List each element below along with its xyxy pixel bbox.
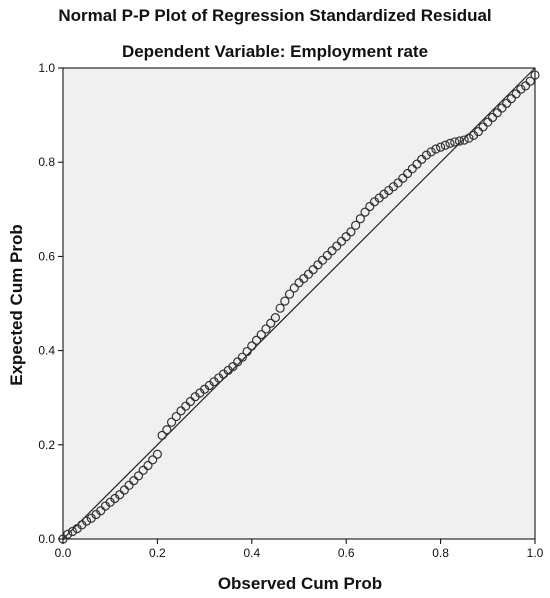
data-point <box>261 324 271 334</box>
data-point <box>520 81 531 91</box>
y-tick-label: 0.2 <box>38 438 55 452</box>
data-point <box>166 417 177 427</box>
data-point <box>318 255 328 265</box>
y-tick-label: 0.8 <box>38 155 55 169</box>
data-point <box>143 460 153 471</box>
data-point <box>436 142 446 152</box>
y-axis: 0.0 0.2 0.4 0.6 0.8 1.0 <box>38 61 63 546</box>
data-point <box>96 506 106 516</box>
data-point <box>502 98 512 108</box>
data-point <box>365 201 375 212</box>
data-point <box>129 475 139 486</box>
data-point <box>487 112 498 123</box>
data-point <box>275 303 285 313</box>
data-point <box>341 232 351 242</box>
data-point <box>506 94 516 104</box>
data-point <box>426 147 436 157</box>
data-point <box>176 406 186 416</box>
data-point <box>181 401 191 411</box>
data-point <box>445 138 455 148</box>
data-point <box>284 289 295 299</box>
x-axis: 0.0 0.2 0.4 0.6 0.8 1.0 <box>55 539 544 560</box>
data-point <box>398 173 408 183</box>
data-point <box>440 140 450 150</box>
x-tick-label: 0.6 <box>338 546 355 560</box>
data-point <box>289 283 299 293</box>
data-point <box>251 335 262 345</box>
y-axis-label: Expected Cum Prob <box>7 224 26 386</box>
x-tick-label: 0.0 <box>55 546 72 560</box>
data-point <box>355 214 365 224</box>
data-point <box>242 346 252 357</box>
data-point <box>171 411 181 422</box>
y-tick-label: 0.4 <box>38 344 55 358</box>
data-point <box>525 76 535 86</box>
data-point <box>464 133 474 143</box>
data-point <box>266 318 276 328</box>
data-point <box>322 250 332 261</box>
data-point <box>228 362 238 372</box>
data-point <box>247 341 257 351</box>
data-point <box>157 430 167 440</box>
data-point <box>270 313 280 323</box>
data-point <box>402 168 413 179</box>
data-point <box>63 529 73 539</box>
data-point <box>450 137 460 147</box>
data-point <box>459 135 469 145</box>
data-point <box>516 84 526 94</box>
x-tick-label: 0.4 <box>243 546 260 560</box>
data-point <box>303 269 314 279</box>
data-point <box>237 352 247 362</box>
y-tick-label: 0.0 <box>38 532 55 546</box>
data-point <box>308 264 318 275</box>
data-point <box>115 490 125 500</box>
data-point <box>162 425 172 435</box>
data-point <box>256 329 266 340</box>
data-point <box>185 396 196 407</box>
data-point <box>233 357 243 367</box>
data-point <box>280 296 290 306</box>
data-point <box>148 455 158 465</box>
data-point <box>412 159 422 169</box>
data-point <box>81 516 92 526</box>
data-point <box>454 136 465 146</box>
data-points <box>58 70 540 544</box>
x-tick-label: 0.2 <box>149 546 166 560</box>
data-point <box>124 480 134 490</box>
x-tick-label: 0.8 <box>432 546 449 560</box>
x-tick-label: 1.0 <box>527 546 544 560</box>
data-point <box>138 465 148 475</box>
data-point <box>119 485 129 495</box>
reference-line <box>62 67 536 540</box>
chart-subtitle: Dependent Variable: Employment rate <box>121 42 429 61</box>
y-tick-label: 0.6 <box>38 249 55 263</box>
data-point <box>360 207 370 217</box>
data-point <box>478 122 488 132</box>
data-point <box>346 227 356 237</box>
data-point <box>407 164 417 174</box>
data-point <box>351 220 361 230</box>
data-point <box>67 526 78 537</box>
x-axis-label: Observed Cum Prob <box>217 574 383 593</box>
data-point <box>483 117 493 127</box>
data-point <box>332 241 342 251</box>
data-point <box>431 144 441 154</box>
y-tick-label: 1.0 <box>38 61 55 75</box>
data-point <box>492 108 502 118</box>
data-point <box>497 103 507 113</box>
chart-title: Normal P-P Plot of Regression Standardiz… <box>58 6 492 25</box>
data-point <box>473 126 483 137</box>
data-point <box>421 150 432 160</box>
data-point <box>511 89 521 99</box>
data-point <box>133 471 144 481</box>
data-point <box>530 70 540 80</box>
data-point <box>336 236 347 246</box>
data-point <box>313 260 323 270</box>
data-point <box>152 449 162 459</box>
data-point <box>327 246 337 256</box>
data-point <box>393 178 403 188</box>
